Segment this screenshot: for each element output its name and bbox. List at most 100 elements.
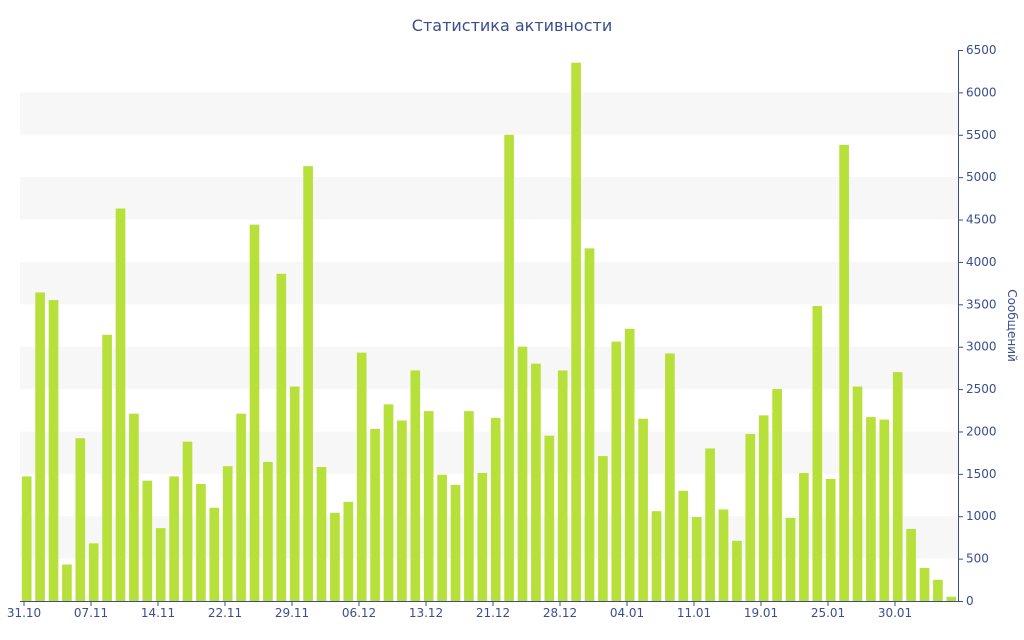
bar[interactable] <box>839 144 849 601</box>
y-tick-label: 1000 <box>966 509 997 523</box>
bar[interactable] <box>571 62 581 602</box>
bar[interactable] <box>62 564 72 601</box>
bar[interactable] <box>879 419 890 601</box>
bar[interactable] <box>88 543 99 601</box>
bar[interactable] <box>651 511 662 601</box>
bar[interactable] <box>892 372 903 601</box>
bar[interactable] <box>799 473 809 601</box>
bar[interactable] <box>236 413 246 601</box>
grid-bands <box>20 92 958 559</box>
bar[interactable] <box>665 353 675 601</box>
bar[interactable] <box>263 461 273 601</box>
y-tick-label: 3500 <box>966 297 997 311</box>
bar[interactable] <box>906 528 916 601</box>
grid-band <box>20 177 958 220</box>
bar[interactable] <box>21 476 32 601</box>
bar[interactable] <box>584 248 595 602</box>
y-tick-label: 2000 <box>966 424 997 438</box>
bar[interactable] <box>504 134 514 601</box>
x-tick-label: 13.12 <box>409 606 443 620</box>
y-tick-label: 6000 <box>966 85 997 99</box>
grid-band <box>20 92 958 135</box>
bar[interactable] <box>919 567 930 601</box>
bar[interactable] <box>718 509 729 601</box>
bar[interactable] <box>196 484 206 601</box>
bar[interactable] <box>946 596 957 601</box>
bar[interactable] <box>169 476 179 601</box>
bar[interactable] <box>638 418 648 601</box>
bar[interactable] <box>303 166 313 601</box>
x-tick-label: 19.01 <box>744 606 778 620</box>
bar[interactable] <box>812 306 823 601</box>
bar[interactable] <box>745 434 756 601</box>
bar[interactable] <box>866 417 876 601</box>
bar[interactable] <box>182 441 193 601</box>
bar[interactable] <box>289 386 300 601</box>
x-tick-label: 06.12 <box>342 606 376 620</box>
bar[interactable] <box>222 466 233 601</box>
bar[interactable] <box>356 352 367 601</box>
bar[interactable] <box>517 346 528 601</box>
bar[interactable] <box>450 484 461 601</box>
x-tick-label: 30.01 <box>878 606 912 620</box>
bar[interactable] <box>705 448 715 601</box>
bar[interactable] <box>933 579 943 601</box>
bar[interactable] <box>343 501 354 601</box>
bar[interactable] <box>397 420 407 601</box>
grid-band <box>20 261 958 305</box>
bar-series <box>21 62 957 602</box>
bar[interactable] <box>785 517 796 601</box>
x-tick-label: 29.11 <box>275 606 309 620</box>
bar[interactable] <box>624 328 635 601</box>
y-tick-label: 4500 <box>966 213 997 227</box>
x-tick-label: 07.11 <box>74 606 108 620</box>
bar[interactable] <box>758 415 769 601</box>
x-axis-ticks: 31.10 07.11 14.11 22.11 29.11 06.12 13.12 21.12… <box>7 601 912 620</box>
bar[interactable] <box>383 404 394 601</box>
bar[interactable] <box>490 417 501 601</box>
bar[interactable] <box>410 370 421 601</box>
bar[interactable] <box>611 341 622 601</box>
bar[interactable] <box>35 292 45 601</box>
y-tick-label: 3000 <box>966 340 997 354</box>
bar[interactable] <box>691 517 702 601</box>
bar[interactable] <box>102 334 112 601</box>
y-tick-label: 6500 <box>966 43 997 57</box>
bar[interactable] <box>209 507 220 601</box>
grid-band <box>20 431 958 474</box>
bar[interactable] <box>437 474 447 601</box>
bar[interactable] <box>142 480 153 601</box>
bar[interactable] <box>75 438 86 601</box>
bar[interactable] <box>678 490 689 601</box>
bar[interactable] <box>825 478 836 601</box>
x-tick-label: 21.12 <box>476 606 510 620</box>
bar[interactable] <box>330 512 340 601</box>
bar[interactable] <box>423 411 434 601</box>
y-axis-ticks: 0 500 1000 1500 2000 2500 3000 3500 4000 4500 5000… <box>958 43 997 608</box>
bar[interactable] <box>732 540 742 601</box>
bar[interactable] <box>477 473 488 601</box>
bar[interactable] <box>370 428 380 601</box>
grid-band <box>20 346 958 390</box>
bar[interactable] <box>852 386 863 601</box>
x-tick-label: 25.01 <box>811 606 845 620</box>
y-tick-label: 2500 <box>966 382 997 396</box>
bar[interactable] <box>48 300 59 601</box>
bar[interactable] <box>464 411 474 601</box>
chart-title: Статистика активности <box>412 16 612 35</box>
y-tick-label: 4000 <box>966 255 997 269</box>
bar[interactable] <box>115 208 126 601</box>
bar[interactable] <box>772 389 782 601</box>
x-tick-label: 22.11 <box>208 606 242 620</box>
bar[interactable] <box>557 370 568 601</box>
bar[interactable] <box>249 224 260 601</box>
bar[interactable] <box>598 456 608 601</box>
x-tick-label: 04.01 <box>610 606 644 620</box>
bar[interactable] <box>129 413 139 601</box>
bar[interactable] <box>544 435 555 601</box>
bar[interactable] <box>155 528 166 601</box>
bar[interactable] <box>276 273 287 601</box>
bar[interactable] <box>531 363 541 601</box>
bar[interactable] <box>316 467 327 601</box>
